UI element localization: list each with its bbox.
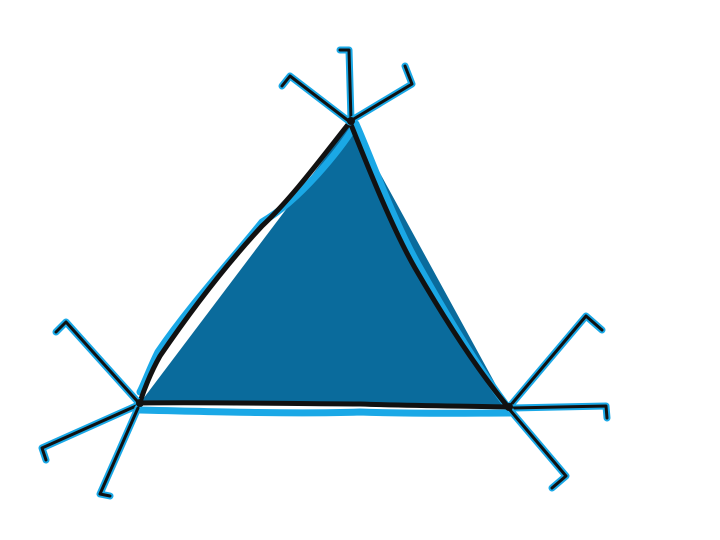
vertex-top [347, 117, 355, 125]
vertex-bottom-right-rays [506, 312, 611, 492]
triangle-outline [137, 119, 511, 410]
vertex-bottom-left [136, 399, 144, 407]
edge-bottom [137, 400, 511, 410]
triangle-fill [140, 122, 508, 407]
vertex-bottom-left-rays [38, 318, 142, 500]
vertex-bottom-right [505, 403, 513, 411]
vertex-top-rays [278, 46, 416, 126]
edge-left [137, 119, 353, 405]
edge-right [347, 119, 511, 410]
